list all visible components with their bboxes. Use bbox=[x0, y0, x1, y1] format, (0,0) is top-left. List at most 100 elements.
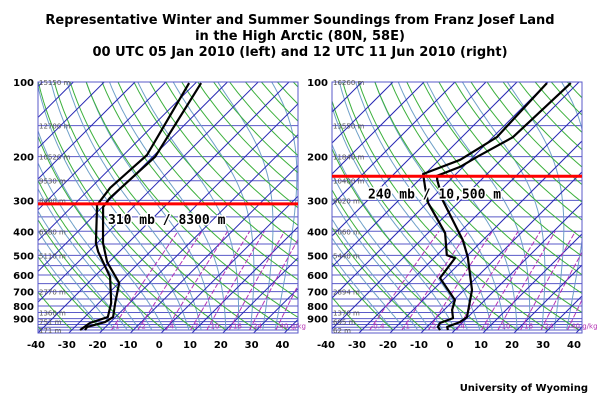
temperature-tick-label: 40 bbox=[567, 340, 581, 351]
moist-adiabat bbox=[271, 82, 298, 331]
mixing-ratio-label: 24 bbox=[544, 322, 553, 330]
plot-frame bbox=[331, 81, 583, 334]
pressure-tick-label: 600 bbox=[13, 271, 34, 282]
plot-area bbox=[38, 82, 566, 335]
isotherm bbox=[332, 82, 425, 175]
title-line-3: 00 UTC 05 Jan 2010 (left) and 12 UTC 11 … bbox=[92, 45, 508, 60]
moist-adiabat bbox=[355, 82, 493, 331]
height-label: 5110 m bbox=[39, 252, 66, 260]
height-label: 11840 m bbox=[333, 154, 364, 162]
mixing-ratio-label: 1 bbox=[406, 322, 410, 330]
dry-adiabat bbox=[85, 82, 298, 318]
height-label: 7060 m bbox=[333, 228, 360, 236]
isotherm bbox=[191, 226, 298, 333]
pressure-tick-label: 500 bbox=[13, 251, 34, 262]
isotherm bbox=[332, 82, 549, 299]
dry-adiabat bbox=[213, 82, 298, 174]
dry-adiabat bbox=[583, 82, 600, 330]
moist-adiabat bbox=[38, 161, 153, 331]
dry-adiabat bbox=[454, 82, 582, 221]
chart-title: Representative Winter and Summer Soundin… bbox=[0, 13, 600, 61]
isotherm bbox=[252, 287, 298, 333]
isotherm bbox=[420, 171, 582, 333]
temperature-tick-label: -10 bbox=[119, 340, 137, 351]
height-label: 9020 m bbox=[333, 197, 360, 205]
mixing-ratio-line bbox=[137, 231, 203, 331]
moist-adiabat bbox=[332, 237, 406, 331]
dry-adiabat bbox=[438, 82, 582, 239]
moist-adiabat bbox=[332, 172, 444, 331]
pressure-tick-label: 900 bbox=[13, 315, 34, 326]
dry-adiabat bbox=[38, 82, 227, 331]
dry-adiabat bbox=[342, 82, 549, 331]
isotherm bbox=[575, 326, 582, 333]
height-label: 695 m bbox=[333, 319, 356, 327]
dry-adiabat bbox=[390, 82, 582, 295]
moist-adiabat bbox=[374, 82, 506, 331]
pressure-tick-label: 200 bbox=[13, 153, 34, 164]
mixing-ratio-label: 10 bbox=[210, 322, 219, 330]
moist-adiabat bbox=[561, 82, 582, 331]
moist-adiabat bbox=[38, 129, 165, 331]
dry-adiabat bbox=[197, 82, 298, 191]
dry-adiabat bbox=[332, 188, 456, 331]
height-label: 15150 m bbox=[39, 79, 70, 87]
moist-adiabat bbox=[38, 229, 116, 331]
mixing-ratio-line bbox=[165, 231, 229, 331]
isotherm bbox=[332, 82, 580, 330]
tropopause-label: 240 mb / 10,500 m bbox=[368, 187, 501, 202]
height-label: 2894 m bbox=[333, 289, 360, 297]
dry-adiabat bbox=[332, 147, 487, 331]
mixing-ratio-label: 24 bbox=[253, 322, 262, 330]
height-label: 62 m bbox=[333, 327, 351, 335]
dry-adiabat bbox=[358, 82, 580, 331]
plot-frame bbox=[37, 81, 299, 334]
mixing-ratio-line bbox=[369, 231, 440, 331]
dry-adiabat bbox=[133, 82, 298, 262]
height-label: 1370 m bbox=[333, 309, 360, 317]
isotherm bbox=[332, 82, 394, 144]
isotherm bbox=[68, 103, 298, 333]
plot-area bbox=[332, 82, 600, 333]
tropopause-label: 310 mb / 8300 m bbox=[108, 213, 226, 228]
pressure-tick-label: 700 bbox=[307, 288, 328, 299]
pressure-tick-label: 300 bbox=[13, 196, 34, 207]
moist-adiabat bbox=[332, 105, 468, 331]
dry-adiabat bbox=[374, 82, 582, 314]
mixing-ratio-line bbox=[567, 298, 582, 331]
credit-label: University of Wyoming bbox=[459, 383, 588, 394]
dry-adiabat bbox=[470, 82, 582, 203]
dry-adiabat bbox=[101, 82, 298, 300]
height-label: 751 m bbox=[39, 319, 62, 327]
pressure-tick-label: 100 bbox=[13, 78, 34, 89]
mixing-ratio-label: 16 bbox=[233, 322, 242, 330]
isotherm bbox=[513, 264, 582, 333]
mixing-ratio-line bbox=[401, 231, 469, 331]
temperature-tick-label: 40 bbox=[275, 340, 289, 351]
temperature-tick-label: 20 bbox=[214, 340, 228, 351]
isotherm bbox=[160, 195, 298, 333]
temperature-tick-label: 10 bbox=[474, 340, 488, 351]
temperature-line bbox=[84, 82, 203, 331]
dry-adiabat bbox=[332, 296, 363, 331]
dewpoint-line bbox=[79, 82, 191, 331]
height-label: 10400 m bbox=[333, 178, 364, 186]
mixing-ratio-label: 7 bbox=[485, 322, 489, 330]
isotherm bbox=[482, 233, 582, 333]
pressure-tick-label: 500 bbox=[307, 251, 328, 262]
isotherm bbox=[332, 82, 487, 237]
dry-adiabat bbox=[181, 82, 298, 209]
temperature-line bbox=[436, 82, 572, 331]
moist-adiabat bbox=[332, 143, 456, 331]
dry-adiabat bbox=[69, 82, 288, 331]
isotherm bbox=[129, 164, 298, 333]
isotherm bbox=[389, 140, 582, 333]
height-label: 9530 m bbox=[39, 178, 66, 186]
isotherm bbox=[313, 82, 566, 335]
mixing-ratio-label: 10 bbox=[502, 322, 511, 330]
temperature-tick-label: -30 bbox=[348, 340, 366, 351]
mixing-ratio-line bbox=[481, 231, 541, 331]
mixing-ratio-label: 7 bbox=[194, 322, 198, 330]
mixing-ratio-line bbox=[190, 231, 251, 331]
